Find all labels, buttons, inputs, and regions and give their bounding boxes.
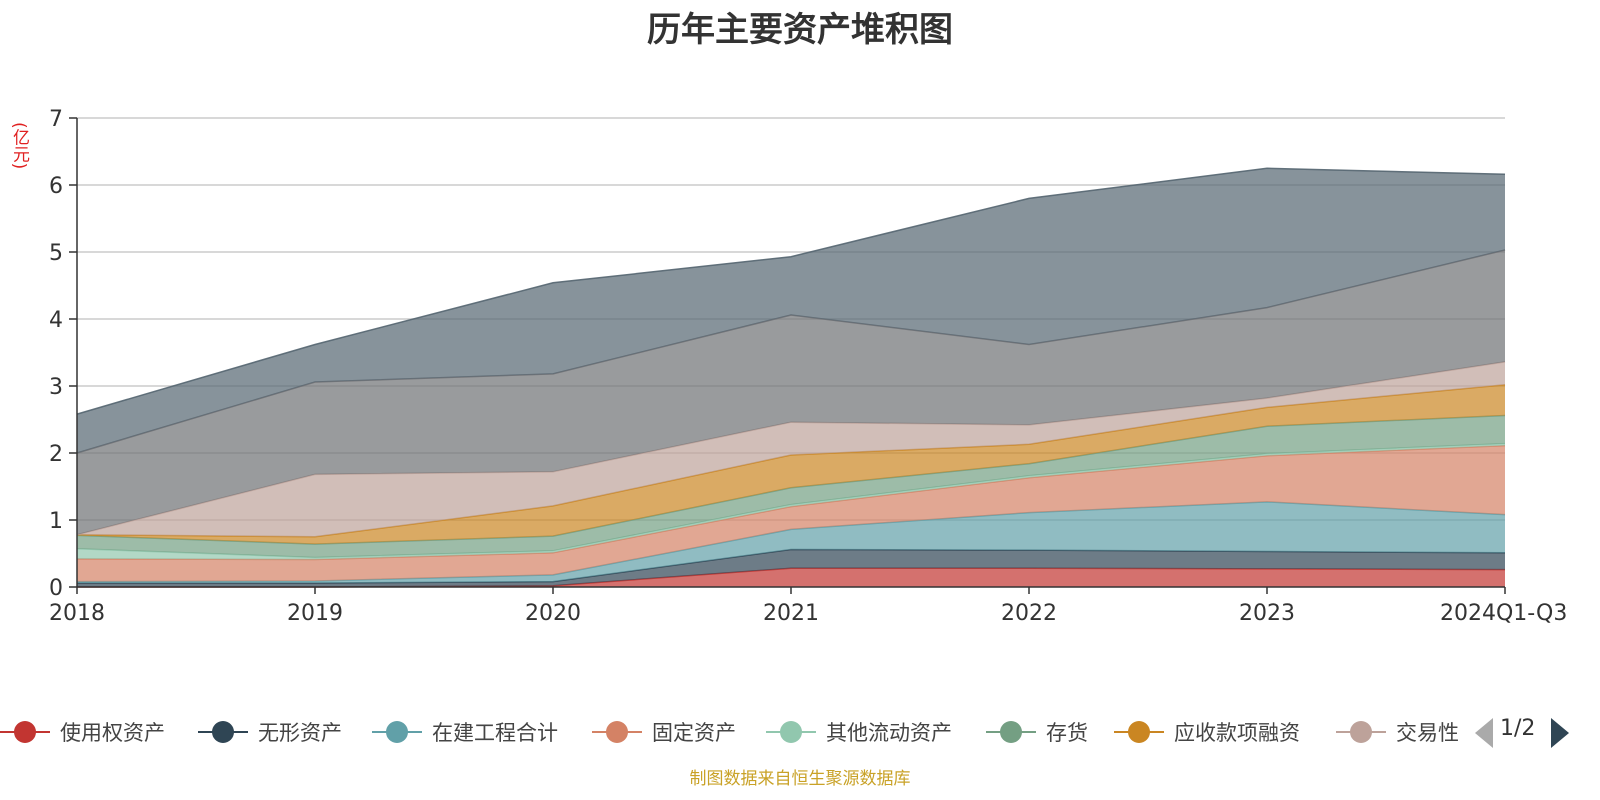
legend-marker-icon [766,717,816,747]
legend-next-page-icon[interactable] [1551,718,1569,748]
legend-item[interactable]: 固定资产 [592,712,736,752]
legend-marker-icon [198,717,248,747]
x-tick-label: 2023 [1239,601,1295,626]
tick-labels: 0 1 2 3 4 5 6 7 2018 2019 2020 2021 2022 2023 2024Q1-Q… [49,107,1567,626]
legend-label: 应收款项融资 [1174,721,1300,745]
y-tick-label: 3 [49,375,63,400]
area-layer [76,167,1506,588]
area-series [77,415,1505,558]
x-tick-label: 2021 [763,601,819,626]
area-series [77,361,1505,537]
legend-label: 其他流动资产 [826,721,952,745]
legend-label: 在建工程合计 [432,721,558,745]
axes [69,117,1506,594]
area-series [77,384,1505,545]
area-series [77,568,1505,587]
y-axis-unit: (亿元) [9,122,29,170]
x-tick-label: 2024Q1-Q3 [1440,601,1567,626]
legend-marker-icon [0,717,50,747]
legend-item[interactable]: 存货 [986,712,1088,752]
x-tick-label: 2020 [525,601,581,626]
y-tick-label: 0 [49,576,63,601]
y-tick-label: 5 [49,241,63,266]
legend-page-indicator: 1/2 [1500,716,1536,741]
legend-item[interactable]: 应收款项融资 [1114,712,1300,752]
legend: 使用权资产 无形资产 在建工程合计 固定资产 其他流动资产 存货 应收款项融资 交易性 1/2 [0,712,1600,752]
legend-marker-icon [592,717,642,747]
y-tick-label: 4 [49,308,63,333]
legend-label: 交易性 [1396,721,1459,745]
y-tick-label: 1 [49,509,63,534]
legend-item[interactable]: 在建工程合计 [372,712,558,752]
y-tick-label: 7 [49,107,63,132]
stacked-area-chart: 0 1 2 3 4 5 6 7 2018 2019 2020 2021 2022 2023 2024Q1-Q… [49,107,1567,626]
legend-item[interactable]: 交易性 [1336,712,1459,752]
legend-label: 无形资产 [258,721,342,745]
legend-label: 存货 [1046,721,1088,745]
area-series [77,445,1505,582]
series-line [76,167,1506,415]
legend-marker-icon [1114,717,1164,747]
data-source-note: 制图数据来自恒生聚源数据库 [689,769,911,789]
legend-item[interactable]: 使用权资产 [0,712,165,752]
legend-label: 固定资产 [652,721,736,745]
chart-title: 历年主要资产堆积图 [647,10,953,50]
legend-label: 使用权资产 [60,721,165,745]
area-series [77,549,1505,587]
x-tick-label: 2018 [49,601,105,626]
legend-item[interactable]: 其他流动资产 [766,712,952,752]
y-tick-label: 2 [49,442,63,467]
legend-item[interactable]: 无形资产 [198,712,342,752]
legend-marker-icon [986,717,1036,747]
x-tick-label: 2019 [287,601,343,626]
area-series [77,501,1505,583]
x-tick-label: 2022 [1001,601,1057,626]
legend-marker-icon [372,717,422,747]
area-series [77,250,1505,535]
area-series [77,168,1505,454]
y-tick-label: 6 [49,174,63,199]
legend-items: 使用权资产 无形资产 在建工程合计 固定资产 其他流动资产 存货 应收款项融资 交易性 [0,712,1478,752]
legend-marker-icon [1336,717,1386,747]
legend-prev-page-icon[interactable] [1475,718,1493,748]
